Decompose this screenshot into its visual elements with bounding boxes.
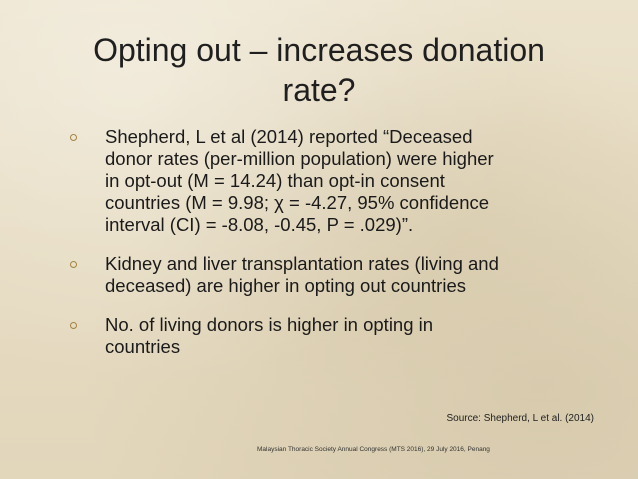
- bullet-line: countries: [105, 336, 181, 357]
- bullet-line: deceased) are higher in opting out count…: [105, 275, 466, 296]
- footer-text: Malaysian Thoracic Society Annual Congre…: [257, 446, 490, 453]
- bullet-line: No. of living donors is higher in opting…: [105, 314, 434, 335]
- hollow-circle-bullet-icon: [70, 322, 77, 329]
- title-line-1: Opting out – increases donation: [93, 32, 545, 68]
- bullet-line: in opt-out (M = 14.24) than opt-in conse…: [105, 170, 445, 191]
- bullet-item: Kidney and liver transplantation rates (…: [70, 253, 570, 297]
- bullet-list: Shepherd, L et al (2014) reported “Decea…: [70, 126, 570, 375]
- hollow-circle-bullet-icon: [70, 134, 77, 141]
- bullet-line: Kidney and liver transplantation rates (…: [105, 253, 499, 274]
- bullet-line: countries (M = 9.98; χ = -4.27, 95% conf…: [105, 192, 490, 213]
- source-citation: Source: Shepherd, L et al. (2014): [446, 413, 595, 424]
- bullet-line: Shepherd, L et al (2014) reported “Decea…: [105, 126, 473, 147]
- slide-title: Opting out – increases donation rate?: [40, 30, 598, 110]
- hollow-circle-bullet-icon: [70, 261, 77, 268]
- bullet-line: donor rates (per-million population) wer…: [105, 148, 494, 169]
- title-line-2: rate?: [282, 72, 356, 108]
- bullet-item: No. of living donors is higher in opting…: [70, 314, 570, 358]
- bullet-line: interval (CI) = -8.08, -0.45, P = .029)”…: [105, 214, 414, 235]
- bullet-item: Shepherd, L et al (2014) reported “Decea…: [70, 126, 570, 236]
